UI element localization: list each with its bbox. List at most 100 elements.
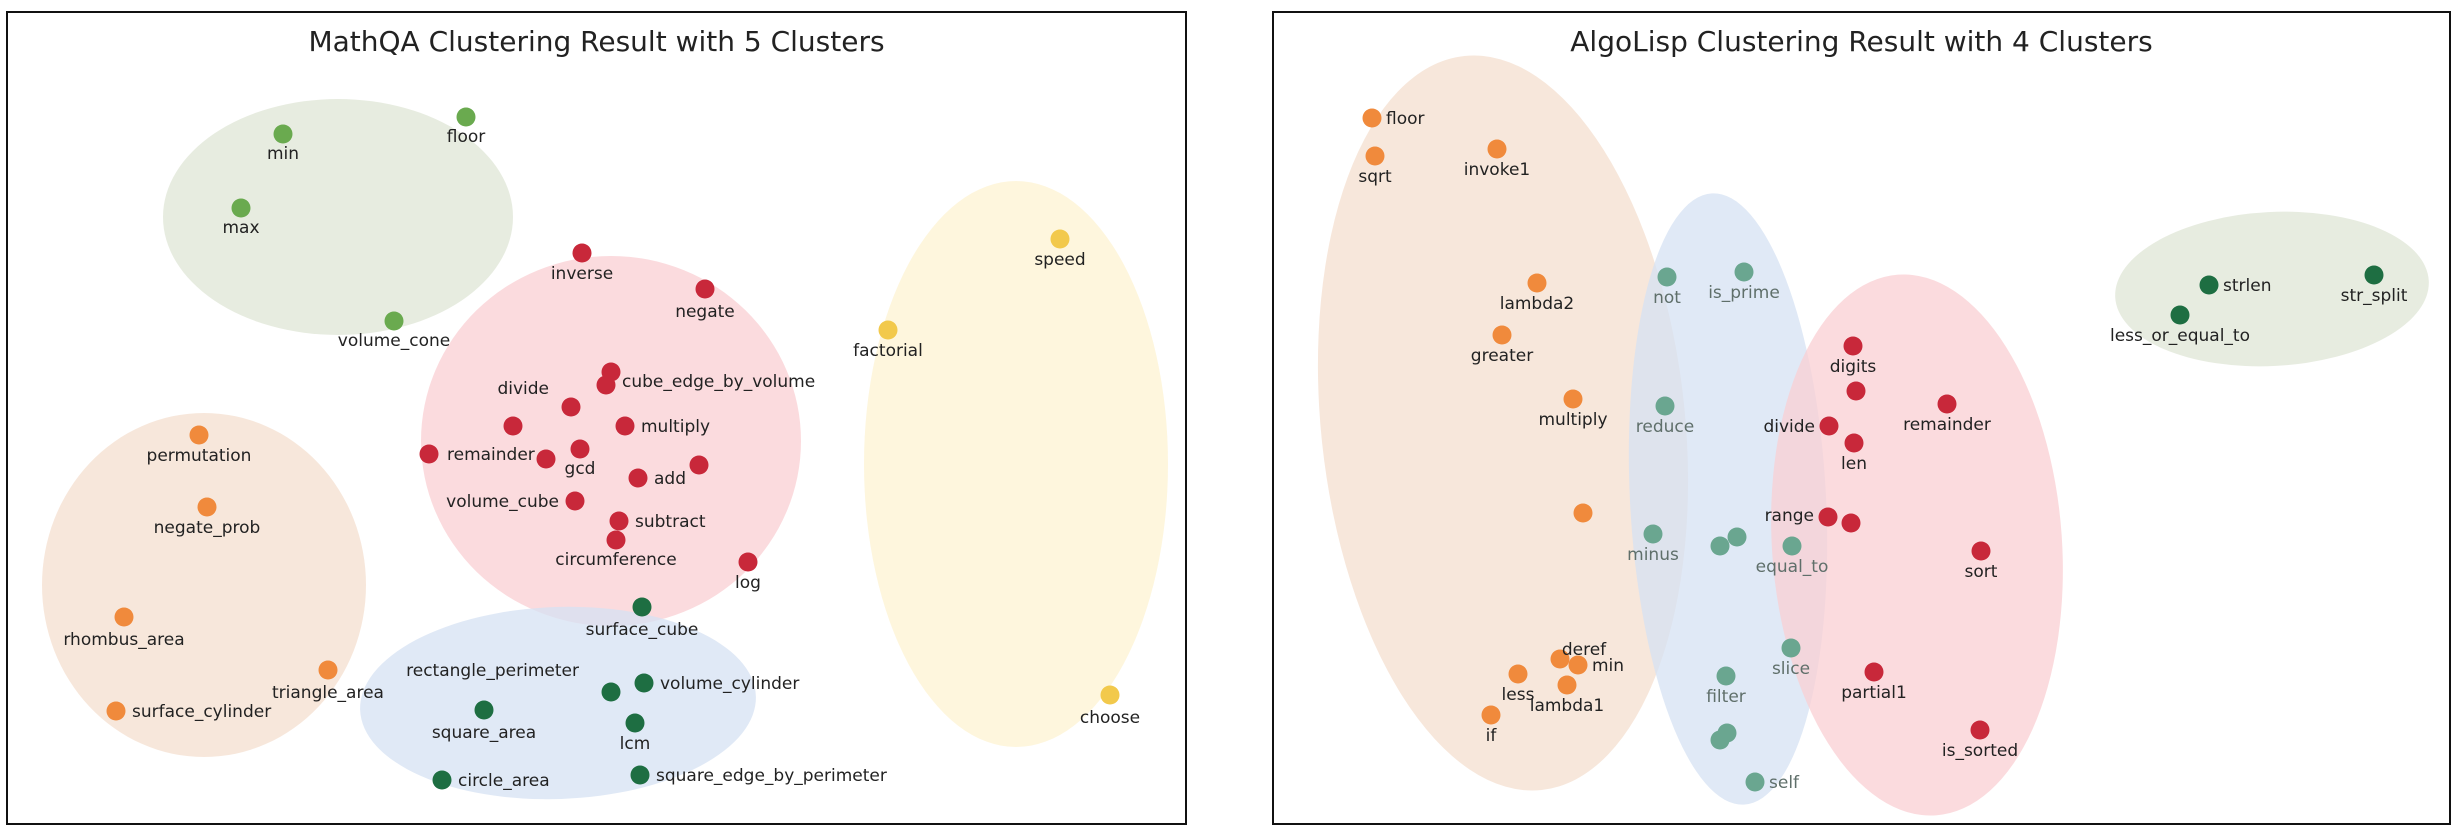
mathqa-cluster-region-1 bbox=[163, 99, 513, 335]
mathqa-point-divide bbox=[561, 397, 581, 417]
algolisp-label-is-prime: is_prime bbox=[1708, 283, 1780, 303]
mathqa-label-lcm: lcm bbox=[620, 734, 651, 754]
algolisp-label-not: not bbox=[1653, 288, 1681, 308]
mathqa-label-permutation: permutation bbox=[147, 446, 252, 466]
mathqa-point-factorial bbox=[878, 320, 898, 340]
algolisp-label-less-or-equal-to: less_or_equal_to bbox=[2110, 326, 2250, 346]
algolisp-point-sqrt bbox=[1365, 146, 1385, 166]
algolisp-point-filter bbox=[1716, 666, 1736, 686]
mathqa-label-rhombus-area: rhombus_area bbox=[63, 630, 184, 650]
algolisp-label-minus: minus bbox=[1627, 545, 1679, 565]
algolisp-point-equal-to bbox=[1782, 536, 1802, 556]
mathqa-label-negate-prob: negate_prob bbox=[154, 518, 261, 538]
algolisp-point-sort bbox=[1971, 541, 1991, 561]
mathqa-point-gcd bbox=[570, 439, 590, 459]
mathqa-label-surface-cylinder: surface_cylinder bbox=[132, 702, 271, 722]
algolisp-point-greater bbox=[1492, 325, 1512, 345]
algolisp-cluster-region-1 bbox=[1317, 55, 1689, 791]
algolisp-point-less bbox=[1508, 664, 1528, 684]
algolisp-plot-area: floor sqrt invoke1 lambda2 greater multiply de… bbox=[1317, 55, 2429, 816]
algolisp-label-greater: greater bbox=[1471, 346, 1533, 366]
algolisp-point-c3-7 bbox=[1841, 513, 1861, 533]
algolisp-label-is-sorted: is_sorted bbox=[1942, 741, 2018, 761]
mathqa-cluster-region-2 bbox=[421, 256, 801, 626]
mathqa-label-circumference: circumference bbox=[555, 550, 676, 570]
algolisp-label-self: self bbox=[1769, 773, 1800, 793]
mathqa-label-square-area: square_area bbox=[432, 723, 536, 743]
mathqa-label-divide: divide bbox=[497, 379, 549, 399]
algolisp-label-range: range bbox=[1765, 506, 1814, 526]
algolisp-point-self bbox=[1745, 772, 1765, 792]
mathqa-point-volume-cylinder bbox=[634, 673, 654, 693]
algolisp-point-c2-11 bbox=[1710, 730, 1730, 750]
algolisp-label-deref: deref bbox=[1562, 640, 1607, 660]
mathqa-label-log: log bbox=[735, 573, 761, 593]
mathqa-label-gcd: gcd bbox=[565, 459, 596, 479]
mathqa-point-floor bbox=[456, 107, 476, 127]
mathqa-point-c2-10 bbox=[536, 449, 556, 469]
algolisp-chart-title: AlgoLisp Clustering Result with 4 Cluste… bbox=[1570, 25, 2153, 58]
mathqa-point-c2-11 bbox=[689, 455, 709, 475]
algolisp-point-invoke1 bbox=[1487, 139, 1507, 159]
mathqa-point-cube-edge-by-volume bbox=[596, 375, 616, 395]
algolisp-point-multiply bbox=[1563, 389, 1583, 409]
mathqa-label-volume-cone: volume_cone bbox=[338, 331, 450, 351]
algolisp-label-lambda1: lambda1 bbox=[1530, 696, 1605, 716]
algolisp-point-is-sorted bbox=[1970, 720, 1990, 740]
mathqa-point-c2-6 bbox=[503, 416, 523, 436]
mathqa-point-square-area bbox=[474, 700, 494, 720]
mathqa-cluster-region-4 bbox=[864, 181, 1168, 747]
mathqa-label-volume-cylinder: volume_cylinder bbox=[660, 674, 799, 694]
mathqa-label-speed: speed bbox=[1034, 250, 1085, 270]
algolisp-point-min bbox=[1568, 655, 1588, 675]
mathqa-point-multiply bbox=[615, 416, 635, 436]
algolisp-label-multiply: multiply bbox=[1538, 410, 1607, 430]
mathqa-label-negate: negate bbox=[675, 302, 735, 322]
algolisp-point-minus bbox=[1643, 524, 1663, 544]
mathqa-point-lcm bbox=[625, 713, 645, 733]
mathqa-point-min bbox=[273, 124, 293, 144]
mathqa-point-remainder bbox=[419, 444, 439, 464]
algolisp-point-c3-2 bbox=[1846, 381, 1866, 401]
algolisp-point-partial1 bbox=[1864, 662, 1884, 682]
algolisp-point-len bbox=[1844, 433, 1864, 453]
mathqa-point-negate-prob bbox=[197, 497, 217, 517]
algolisp-label-equal-to: equal_to bbox=[1756, 557, 1829, 577]
algolisp-label-strlen: strlen bbox=[2223, 276, 2271, 296]
algolisp-cluster-region-2 bbox=[1628, 193, 1828, 805]
algolisp-point-slice bbox=[1781, 638, 1801, 658]
mathqa-label-floor: floor bbox=[447, 127, 486, 147]
mathqa-label-add: add bbox=[654, 469, 686, 489]
algolisp-point-lambda2 bbox=[1527, 273, 1547, 293]
algolisp-label-less: less bbox=[1502, 685, 1535, 705]
algolisp-point-range bbox=[1818, 507, 1838, 527]
mathqa-cluster-region-3 bbox=[42, 413, 366, 757]
mathqa-point-speed bbox=[1050, 229, 1070, 249]
mathqa-label-surface-cube: surface_cube bbox=[586, 620, 699, 640]
algolisp-point-lambda1 bbox=[1557, 675, 1577, 695]
mathqa-point-volume-cube bbox=[565, 491, 585, 511]
mathqa-point-triangle-area bbox=[318, 660, 338, 680]
mathqa-cluster-region-5 bbox=[360, 606, 756, 800]
mathqa-label-max: max bbox=[222, 218, 259, 238]
mathqa-point-permutation bbox=[189, 425, 209, 445]
algolisp-label-filter: filter bbox=[1706, 687, 1746, 707]
mathqa-point-rectangle-perimeter bbox=[601, 682, 621, 702]
algolisp-point-less-or-equal-to bbox=[2170, 305, 2190, 325]
algolisp-cluster-region-4 bbox=[2115, 211, 2429, 367]
algolisp-label-len: len bbox=[1841, 454, 1867, 474]
mathqa-point-subtract bbox=[609, 511, 629, 531]
algolisp-point-if bbox=[1481, 705, 1501, 725]
mathqa-point-volume-cone bbox=[384, 311, 404, 331]
algolisp-label-str-split: str_split bbox=[2341, 286, 2408, 306]
algolisp-label-invoke1: invoke1 bbox=[1464, 160, 1530, 180]
algolisp-cluster-region-3 bbox=[1771, 274, 2063, 816]
algolisp-point-divide bbox=[1819, 416, 1839, 436]
mathqa-label-rectangle-perimeter: rectangle_perimeter bbox=[406, 661, 579, 681]
mathqa-chart: min floor max volume_cone inverse negate cube_… bbox=[6, 11, 1187, 825]
algolisp-point-str-split bbox=[2364, 265, 2384, 285]
algolisp-label-partial1: partial1 bbox=[1841, 683, 1907, 703]
mathqa-label-triangle-area: triangle_area bbox=[272, 683, 384, 703]
algolisp-chart: floor sqrt invoke1 lambda2 greater multiply de… bbox=[1272, 11, 2451, 825]
mathqa-point-surface-cylinder bbox=[106, 701, 126, 721]
